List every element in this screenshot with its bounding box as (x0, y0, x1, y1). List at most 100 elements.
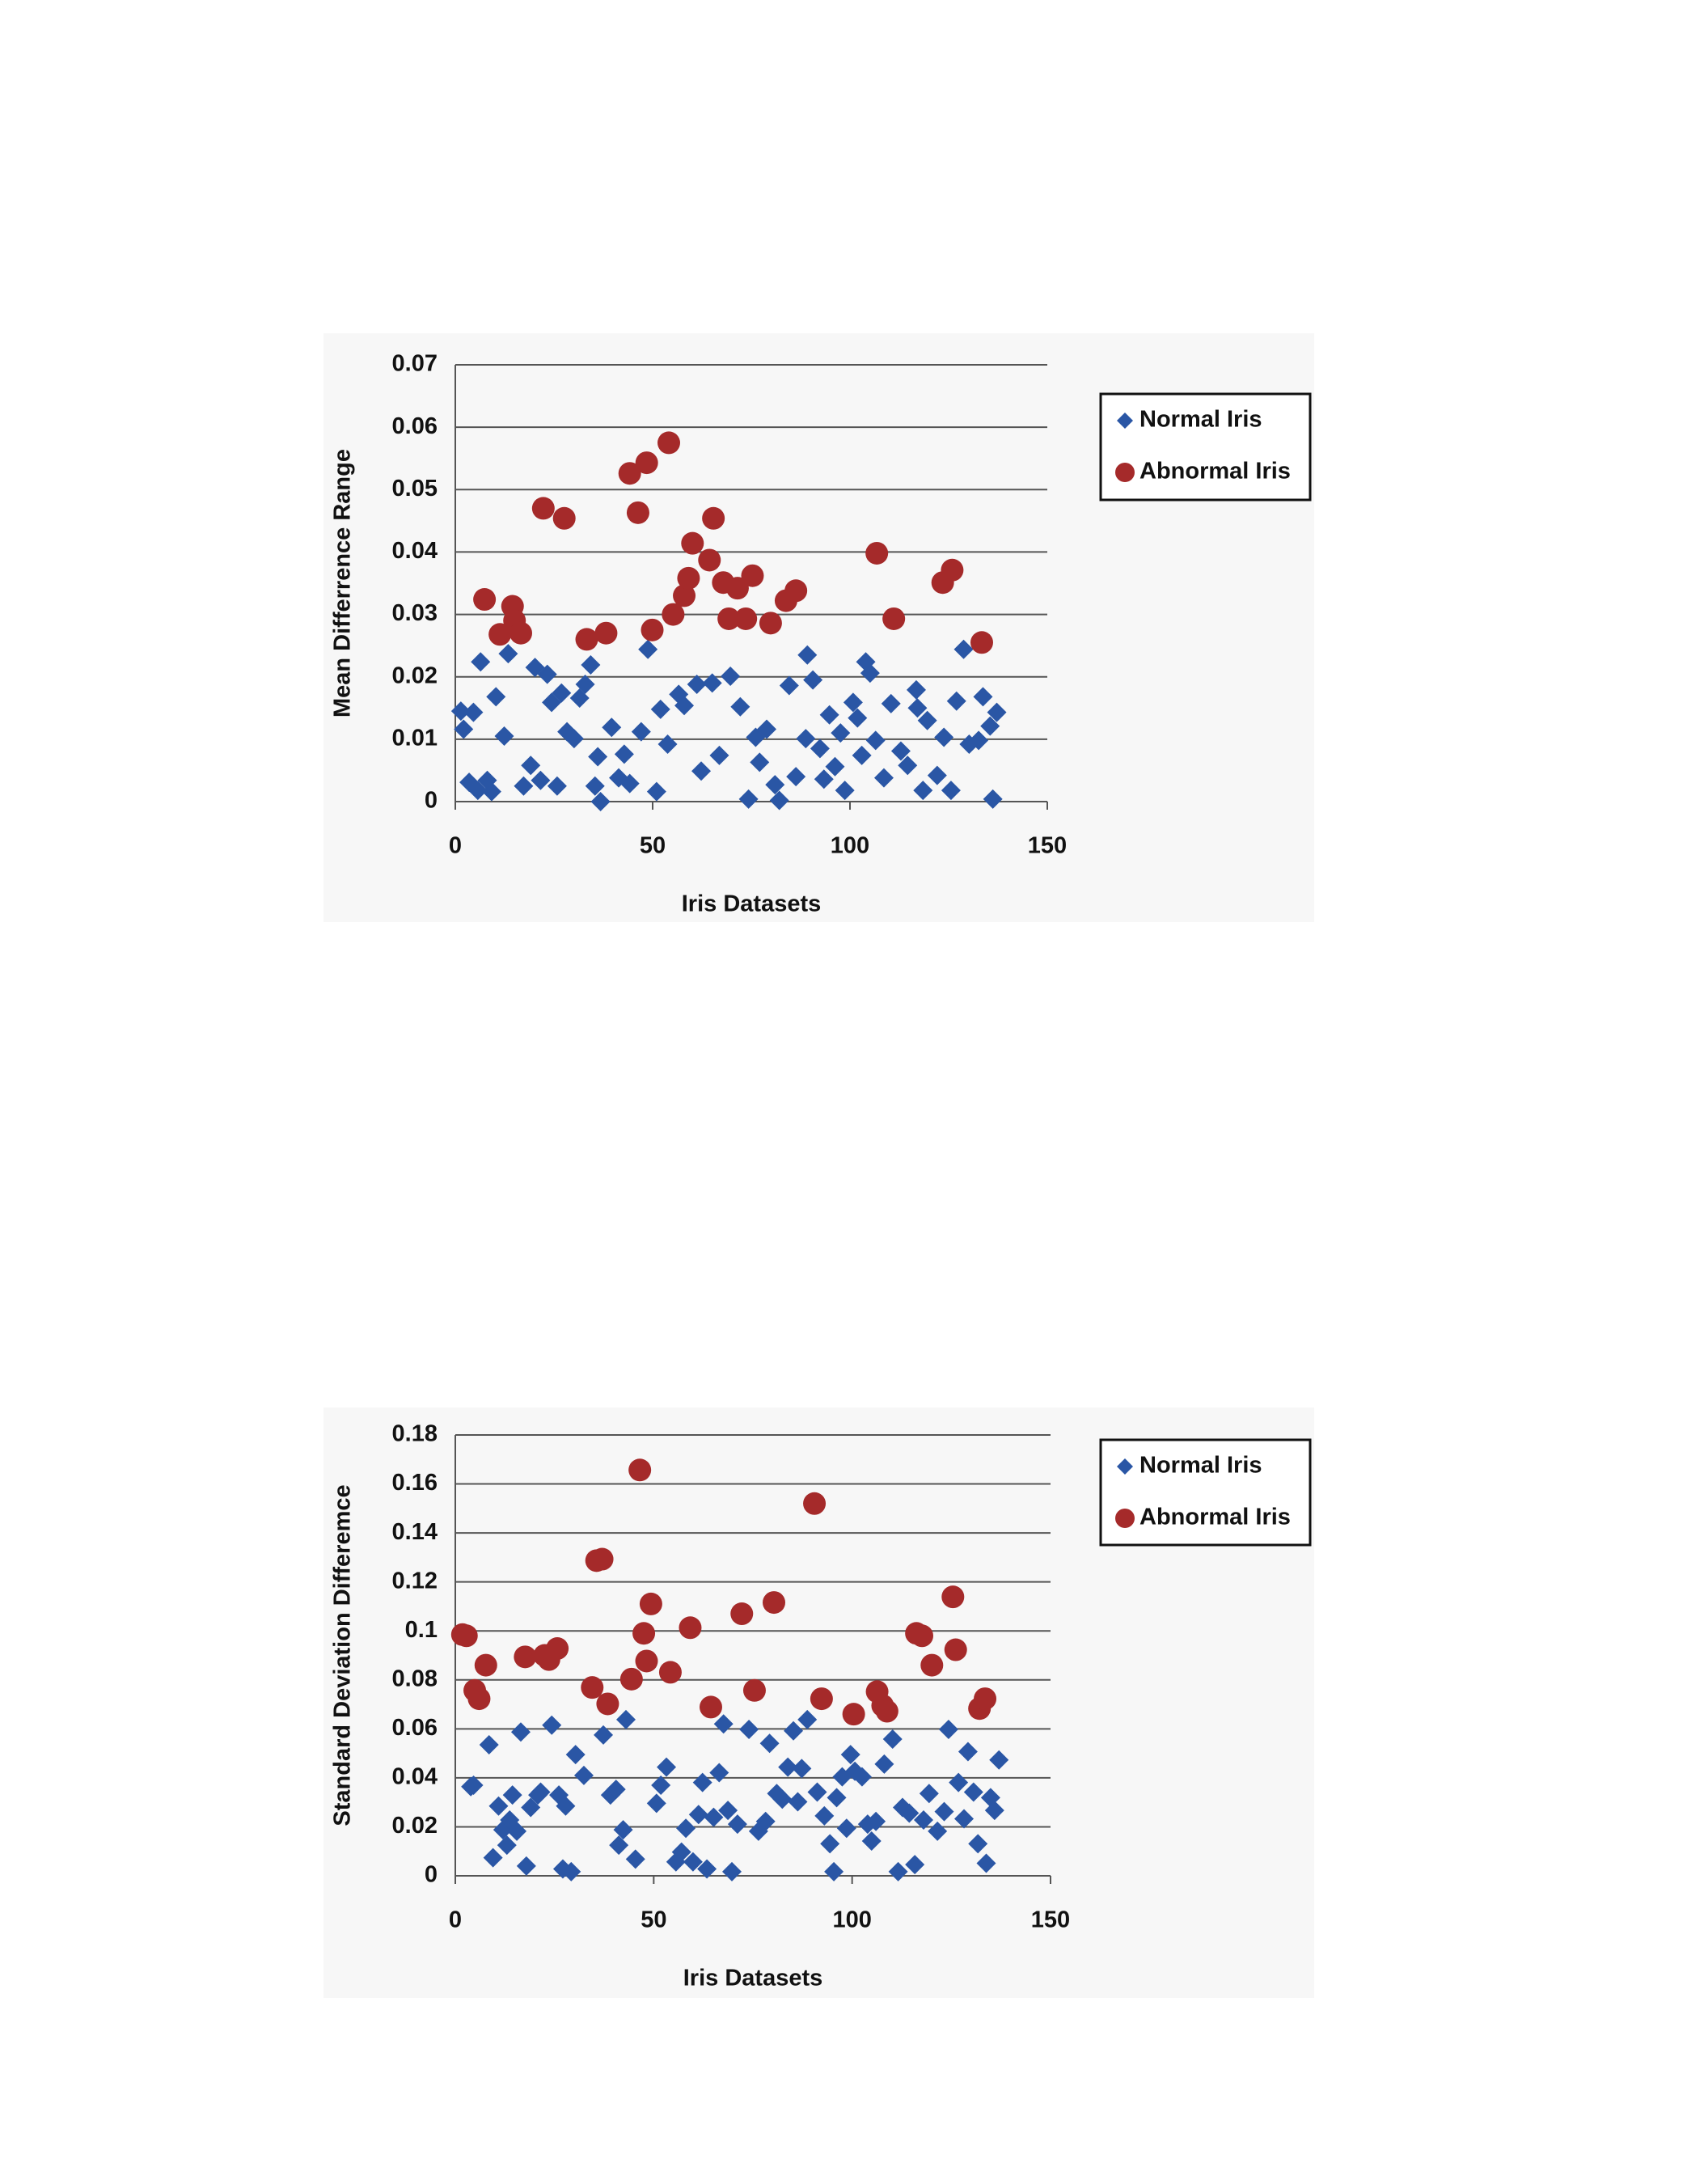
y-tick-label: 0.18 (392, 1421, 438, 1447)
point (658, 1661, 682, 1684)
point (619, 1667, 643, 1691)
point (588, 747, 608, 767)
point (596, 1692, 619, 1716)
x-tick-label: 100 (831, 833, 869, 859)
point (750, 752, 770, 772)
point (860, 663, 880, 684)
point (803, 1492, 827, 1515)
point (840, 1745, 860, 1765)
point (713, 1714, 734, 1734)
point (848, 708, 868, 728)
legend-label: Abnormal Iris (1139, 1505, 1291, 1530)
point (739, 1719, 759, 1739)
point (881, 693, 901, 713)
x-tick-label: 150 (1028, 833, 1067, 859)
point (938, 1719, 958, 1739)
point (676, 1818, 696, 1839)
point (646, 1793, 666, 1814)
point (471, 652, 491, 672)
y-tick-label: 0.08 (392, 1666, 438, 1691)
point (954, 1809, 975, 1829)
legend-symbol (1117, 1458, 1133, 1475)
point (635, 451, 658, 475)
point (824, 1861, 844, 1881)
y-tick-label: 0.06 (392, 1715, 438, 1741)
point (969, 730, 989, 751)
point (650, 699, 670, 719)
point (479, 1735, 499, 1755)
y-tick-label: 0.02 (392, 1813, 438, 1839)
point (888, 1861, 908, 1881)
point (928, 1821, 948, 1841)
point (575, 674, 595, 694)
legend-symbol (1115, 1509, 1135, 1528)
point (730, 1602, 754, 1626)
point (835, 781, 855, 801)
point (619, 773, 640, 794)
point (674, 696, 695, 716)
point (890, 741, 911, 761)
point (590, 792, 611, 811)
point (590, 1547, 614, 1571)
point (657, 734, 678, 755)
point (934, 1801, 954, 1822)
chart: 0 0.01 0.02 0.03 0.04 0.05 0.06 0.07 0 50 100 150 Ir… (323, 333, 1314, 922)
point (494, 726, 514, 746)
point (639, 1592, 662, 1615)
point (825, 756, 845, 777)
point (688, 1805, 708, 1825)
point (573, 1765, 594, 1785)
point (906, 679, 926, 700)
point (759, 1733, 780, 1754)
point (784, 1721, 804, 1741)
point (786, 767, 806, 787)
legend-symbol (1115, 463, 1135, 482)
point (797, 645, 818, 665)
point (718, 1801, 738, 1821)
point (874, 1754, 894, 1774)
y-tick-label: 0.01 (392, 726, 438, 751)
point (759, 612, 782, 635)
point (873, 768, 894, 788)
point (976, 1853, 996, 1873)
x-tick-label: 50 (641, 1907, 666, 1933)
point (941, 781, 961, 801)
y-tick-label: 0.03 (392, 600, 438, 626)
point (565, 1745, 586, 1765)
point (564, 729, 584, 749)
point (552, 683, 572, 703)
point (497, 1835, 517, 1856)
point (651, 1775, 671, 1795)
point (807, 1782, 827, 1802)
point (657, 431, 681, 455)
point (983, 789, 1003, 809)
point (920, 1653, 944, 1677)
y-tick-label: 0 (425, 788, 438, 814)
x-tick-label: 50 (640, 833, 666, 859)
point (757, 719, 777, 739)
point (987, 702, 1007, 722)
y-tick-label: 0.16 (392, 1470, 438, 1496)
point (488, 1796, 509, 1816)
point (609, 1835, 629, 1856)
point (638, 639, 658, 659)
chart: 0 0.02 0.04 0.06 0.08 0.1 0.12 0.14 0.16 0.18 0 50 1… (323, 1407, 1314, 1998)
y-tick-label: 0.1 (405, 1617, 438, 1643)
legend-label: Normal Iris (1139, 1453, 1262, 1479)
point (843, 692, 863, 713)
legend-symbol (1117, 413, 1133, 429)
point (585, 776, 605, 796)
y-tick-label: 0.06 (392, 413, 438, 439)
point (683, 1852, 703, 1872)
y-tick-label: 0.14 (392, 1519, 438, 1545)
point (797, 1709, 818, 1729)
point (521, 1797, 541, 1818)
point (561, 1861, 581, 1881)
point (614, 744, 634, 764)
point (546, 1637, 569, 1661)
point (919, 1784, 939, 1804)
point (691, 761, 712, 781)
point (692, 1772, 712, 1792)
point (594, 621, 618, 645)
